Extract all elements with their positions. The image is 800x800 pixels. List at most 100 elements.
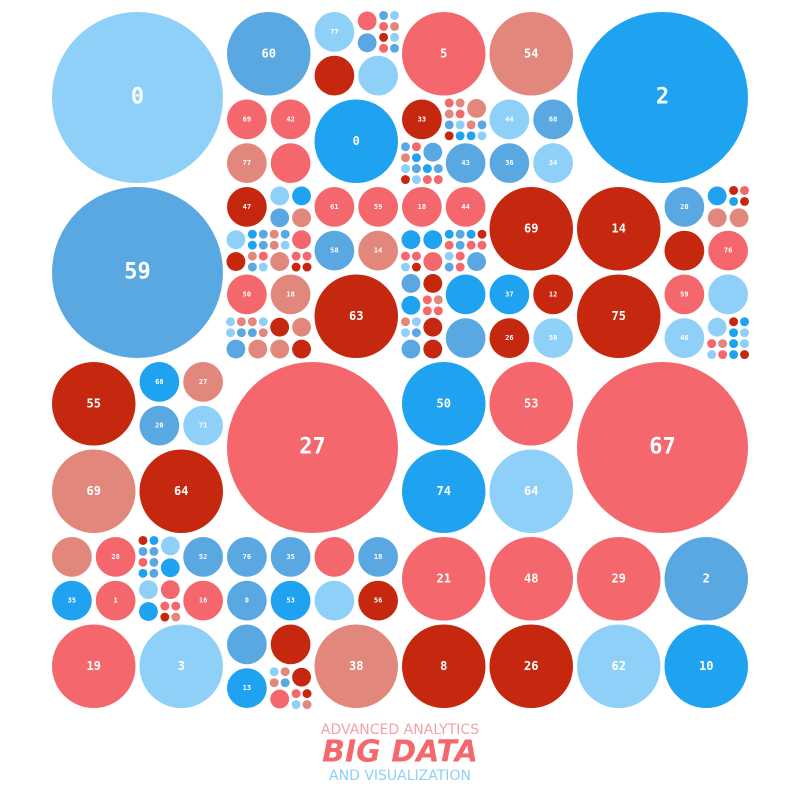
small-circle <box>270 186 290 206</box>
bubble <box>664 274 705 315</box>
bubble-label: 0 <box>131 85 144 110</box>
tiny-circle <box>247 262 257 272</box>
small-circle <box>401 295 421 315</box>
small-circle <box>270 208 290 228</box>
bubble-label: 18 <box>418 203 426 211</box>
filler-circle <box>227 624 267 665</box>
small-circle <box>729 208 749 228</box>
tiny-circle <box>422 175 432 184</box>
tiny-circle <box>390 21 399 31</box>
tiny-circle <box>138 536 148 545</box>
tiny-circle <box>226 317 235 327</box>
tiny-circle <box>466 229 476 239</box>
tiny-circle <box>379 32 389 42</box>
filler-circle <box>664 230 705 271</box>
tiny-circle <box>258 229 268 239</box>
bubble <box>139 362 180 402</box>
tiny-circle <box>149 557 159 567</box>
bubble-label: 38 <box>349 659 363 673</box>
small-circle <box>423 252 443 271</box>
bubble <box>270 537 311 577</box>
tiny-circle <box>247 328 257 338</box>
bubble-label: 42 <box>286 115 294 123</box>
bubble-label: 47 <box>243 203 251 211</box>
bubble-label: 56 <box>374 597 382 605</box>
tiny-circle <box>401 262 410 272</box>
filler-circle <box>270 624 311 665</box>
bubble-label: 68 <box>155 378 163 386</box>
footer-title: BIG DATA <box>322 735 478 770</box>
tiny-circle <box>247 229 257 239</box>
tiny-circle <box>401 317 410 327</box>
bubble-label: 55 <box>87 396 101 410</box>
bubble <box>489 537 573 621</box>
bubble <box>314 187 355 227</box>
tiny-circle <box>149 568 159 578</box>
bubble-label: 44 <box>505 115 513 123</box>
tiny-circle <box>444 98 454 108</box>
tiny-circle <box>740 350 749 359</box>
tiny-circle <box>390 11 399 20</box>
bubble <box>139 449 223 533</box>
bubble <box>227 187 267 227</box>
footer-bottom: AND VISUALIZATION <box>329 768 471 784</box>
small-circle <box>707 208 727 228</box>
bubble <box>95 537 136 577</box>
tiny-circle <box>433 175 443 184</box>
bubble <box>445 143 486 183</box>
bubble-label: 0 <box>353 134 360 148</box>
bubble <box>227 580 267 621</box>
tiny-circle <box>149 546 159 556</box>
tiny-circle <box>411 175 421 184</box>
small-circle <box>139 580 158 600</box>
small-circle <box>248 339 268 359</box>
small-circle <box>160 580 180 600</box>
tiny-circle <box>401 142 410 152</box>
tiny-circle <box>433 306 443 316</box>
tiny-circle <box>379 43 389 53</box>
tiny-circle <box>390 43 399 53</box>
bubble-label: 8 <box>440 659 447 673</box>
bubble <box>139 624 223 708</box>
bubble-label: 13 <box>243 684 251 692</box>
bubble-label: 36 <box>505 159 513 167</box>
tiny-circle <box>477 131 487 141</box>
tiny-circle <box>433 295 443 305</box>
bubble <box>183 537 223 577</box>
bubble-label: 74 <box>437 484 451 498</box>
bubble-label: 18 <box>286 290 294 298</box>
bubble-label: 2 <box>703 571 710 585</box>
tiny-circle <box>466 131 476 141</box>
tiny-circle <box>302 251 312 261</box>
bubble-label: 76 <box>724 247 732 255</box>
small-circle <box>292 186 311 206</box>
small-circle <box>160 558 180 578</box>
bubble <box>489 449 573 533</box>
bubble-label: 69 <box>524 221 538 235</box>
bubble-label: 46 <box>680 334 688 342</box>
small-circle <box>423 317 443 337</box>
bubble-label: 37 <box>505 290 513 298</box>
bubble-label: 53 <box>286 597 294 605</box>
small-circle <box>139 602 158 621</box>
bubble-label: 16 <box>199 597 207 605</box>
bubble-label: 1 <box>114 597 118 605</box>
bubble <box>402 449 486 533</box>
bubble <box>489 318 530 358</box>
bubble <box>402 537 486 621</box>
filler-circle <box>358 55 398 96</box>
bubble <box>577 624 661 708</box>
bubble <box>533 143 573 183</box>
tiny-circle <box>444 240 454 250</box>
tiny-circle <box>269 678 279 688</box>
bubble <box>314 274 398 358</box>
tiny-circle <box>444 262 454 272</box>
bubble <box>664 318 705 358</box>
tiny-circle <box>455 131 465 141</box>
tiny-circle <box>160 601 170 611</box>
bubble <box>489 362 573 446</box>
tiny-circle <box>729 196 739 206</box>
tiny-circle <box>291 262 301 272</box>
tiny-circle <box>138 546 148 556</box>
